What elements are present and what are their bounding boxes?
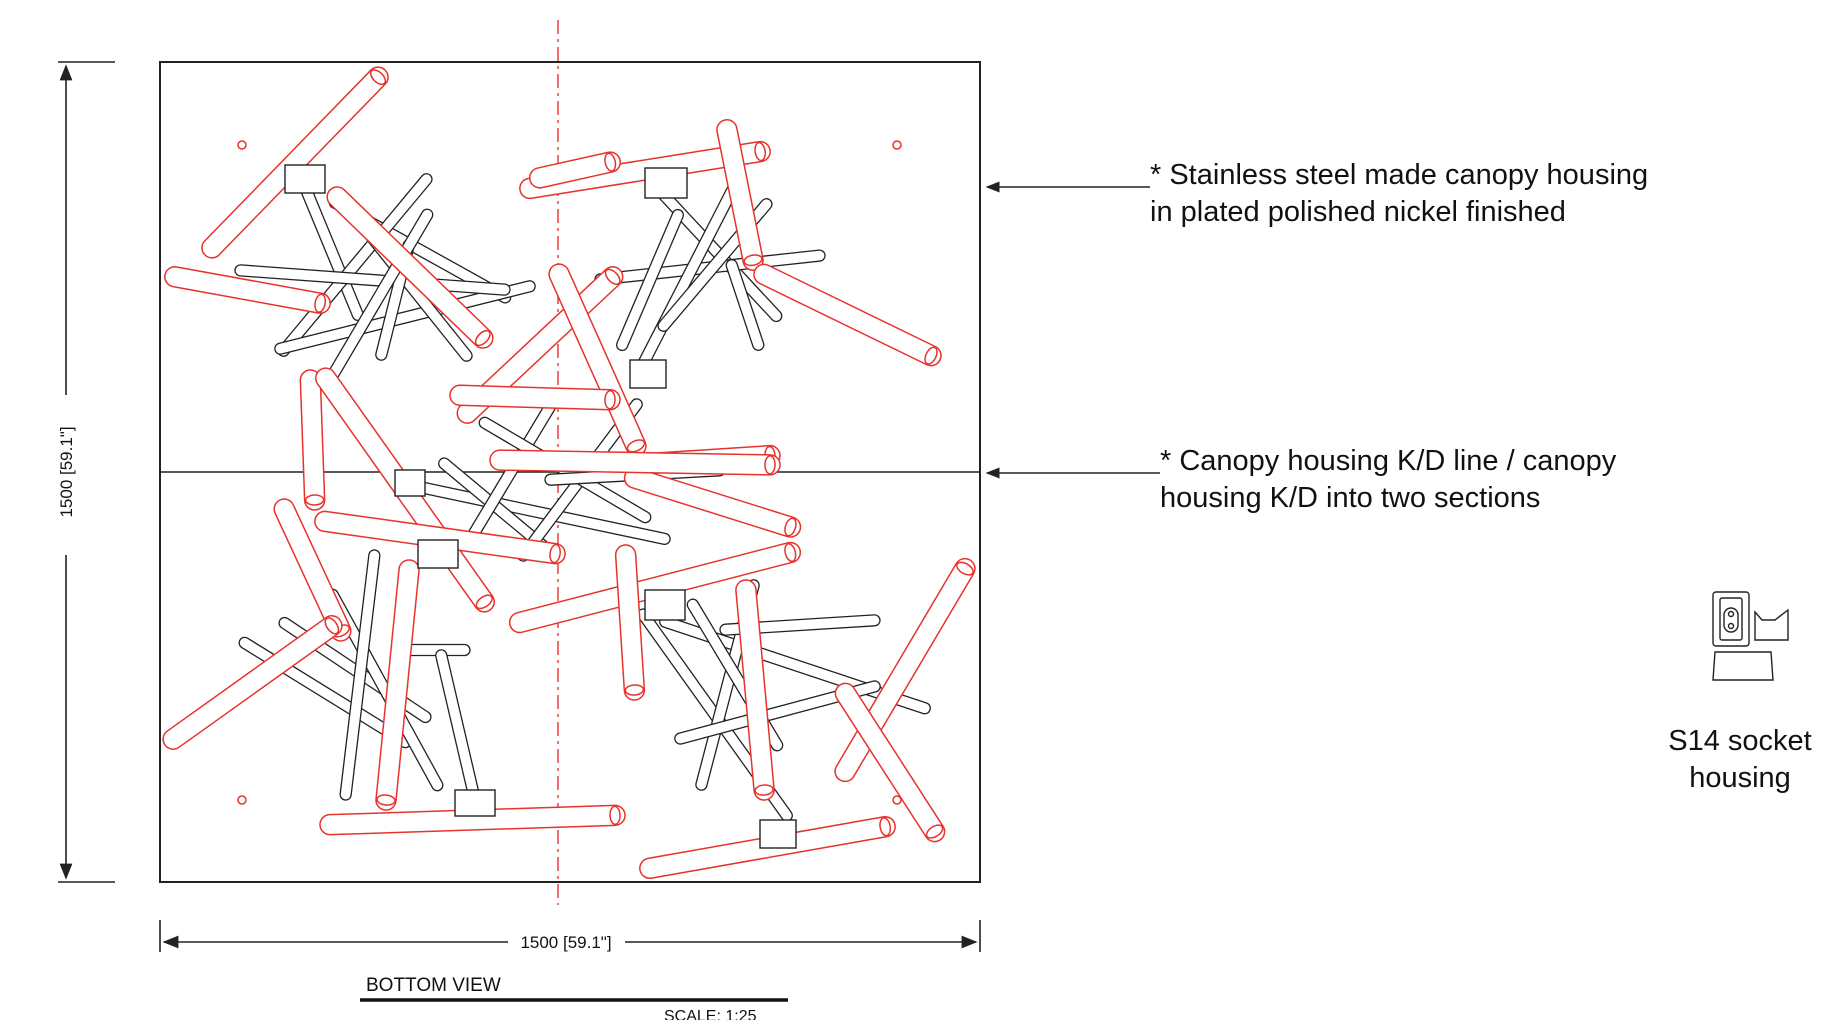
note-kd-line-line2: housing K/D into two sections (1160, 482, 1541, 514)
frame-arm (616, 208, 684, 352)
frame-arms (234, 173, 931, 822)
view-scale: SCALE: 1:25 (664, 1008, 757, 1020)
frame-arm (435, 649, 480, 801)
red-tube (753, 263, 942, 367)
vertical-dimension-label: 1500 [59.1"] (57, 426, 76, 517)
note-canopy-housing: * Stainless steel made canopy housing in… (1150, 157, 1649, 231)
red-tube (326, 186, 494, 349)
red-tube (299, 369, 326, 511)
frame-arm (674, 680, 881, 745)
mounting-hole (237, 795, 247, 805)
red-tube (489, 449, 781, 476)
note-canopy-housing-line2: in plated polished nickel finished (1150, 196, 1566, 228)
socket-blocks (284, 164, 797, 849)
mounting-hole (892, 795, 902, 805)
vertical-dimension (58, 61, 115, 883)
note-kd-line-line1: * Canopy housing K/D line / canopy (1160, 445, 1617, 477)
mounting-holes (237, 140, 902, 805)
socket-block (394, 469, 426, 497)
frame-arm (725, 259, 765, 351)
mounting-hole (892, 140, 902, 150)
socket-block (284, 164, 326, 194)
red-tube (164, 266, 331, 314)
red-tube (449, 384, 621, 411)
note-canopy-housing-line1: * Stainless steel made canopy housing (1150, 159, 1649, 191)
red-tube (834, 682, 946, 843)
socket-block (644, 589, 686, 621)
red-tube (273, 498, 352, 642)
red-tube (375, 559, 420, 811)
socket-block (454, 789, 496, 817)
socket-block (644, 167, 688, 199)
red-tube (614, 544, 646, 701)
horizontal-dimension (159, 920, 981, 952)
socket-block (629, 359, 667, 389)
socket-block (759, 819, 797, 849)
note-kd-line: * Canopy housing K/D line / canopy housi… (1160, 443, 1617, 517)
red-tube (735, 579, 775, 801)
socket-housing-icon (1712, 591, 1789, 681)
view-title: BOTTOM VIEW (366, 975, 501, 996)
socket-housing-label-line1: S14 socket (1668, 725, 1812, 757)
red-tube (623, 467, 802, 538)
socket-housing-label: S14 socket housing (1640, 723, 1840, 797)
socket-block (417, 539, 459, 569)
red-tube (834, 557, 976, 783)
horizontal-dimension-label: 1500 [59.1"] (520, 933, 611, 952)
mounting-hole (237, 140, 247, 150)
socket-housing-label-line2: housing (1689, 762, 1791, 794)
